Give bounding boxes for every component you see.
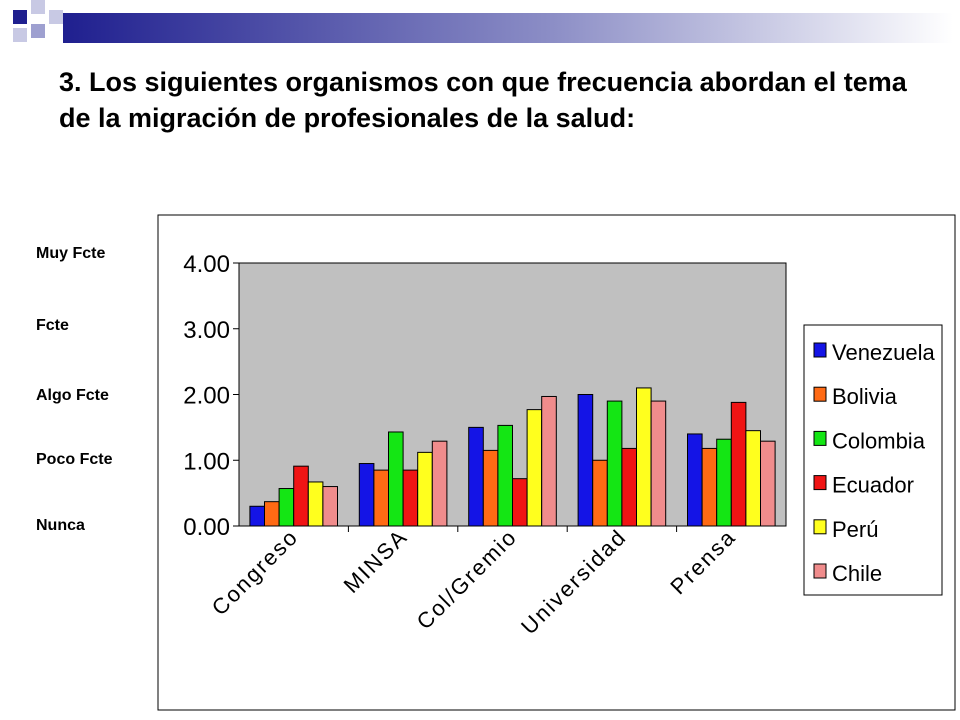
y-tick-label: 3.00 <box>183 317 230 344</box>
header-gradient-bar <box>63 13 953 43</box>
bar-per-colgremio <box>526 409 543 527</box>
bar-bolivia-colgremio <box>482 449 499 527</box>
legend-label: Ecuador <box>832 473 914 498</box>
scale-label-fcte: Fcte <box>36 317 69 334</box>
legend-box <box>803 324 943 596</box>
bar-per-congreso <box>307 481 324 527</box>
bar-venezuela-colgremio <box>468 426 484 527</box>
bar-venezuela-minsa <box>358 463 375 527</box>
bar-ecuador-universidad <box>621 447 638 527</box>
bar-colombia-universidad <box>606 400 623 527</box>
bar-venezuela-congreso <box>249 505 265 527</box>
y-tick-label: 4.00 <box>183 251 230 278</box>
y-tick-label: 1.00 <box>183 448 230 475</box>
legend-swatch <box>813 563 827 579</box>
scale-label-poco-fcte: Poco Fcte <box>36 451 113 468</box>
scale-label-nunca: Nunca <box>36 517 85 534</box>
bar-colombia-minsa <box>388 431 404 527</box>
header-square-light <box>31 0 45 14</box>
y-tick-label: 2.00 <box>183 383 230 410</box>
bar-bolivia-congreso <box>264 501 280 527</box>
bar-colombia-congreso <box>278 488 295 527</box>
bar-per-prensa <box>745 430 762 527</box>
bar-chile-congreso <box>322 486 338 527</box>
legend-label: Perú <box>832 517 878 542</box>
scale-label-algo-fcte: Algo Fcte <box>36 387 109 404</box>
bar-ecuador-prensa <box>730 401 747 527</box>
bar-bolivia-minsa <box>373 469 389 527</box>
bar-chile-prensa <box>760 440 776 527</box>
header-square-mid <box>31 24 45 38</box>
bar-venezuela-universidad <box>577 394 594 527</box>
bar-per-minsa <box>417 451 433 527</box>
legend-swatch <box>813 475 827 491</box>
bar-bolivia-universidad <box>592 459 608 527</box>
bar-chile-minsa <box>431 440 448 527</box>
y-tick-label: 0.00 <box>183 514 230 541</box>
bar-bolivia-prensa <box>701 447 718 527</box>
legend-label: Venezuela <box>832 340 936 365</box>
header-square-light <box>13 28 27 42</box>
legend-label: Chile <box>832 561 882 586</box>
bar-colombia-colgremio <box>497 424 513 527</box>
bar-chile-colgremio <box>541 395 557 527</box>
legend-swatch <box>813 386 827 402</box>
slide-title: 3. Los siguientes organismos con que fre… <box>59 67 907 133</box>
bar-ecuador-colgremio <box>512 478 528 527</box>
bar-ecuador-congreso <box>293 465 309 527</box>
header-square-light <box>49 10 63 24</box>
legend-swatch <box>813 342 827 358</box>
bar-ecuador-minsa <box>402 469 419 527</box>
legend-label: Colombia <box>832 428 926 453</box>
header-square-dark <box>13 10 27 24</box>
bar-venezuela-prensa <box>687 433 703 527</box>
bar-colombia-prensa <box>716 438 732 527</box>
bar-per-universidad <box>636 387 652 527</box>
legend-swatch <box>813 519 827 535</box>
legend-swatch <box>813 430 827 446</box>
scale-label-muy-fcte: Muy Fcte <box>36 245 106 262</box>
legend-label: Bolivia <box>832 384 898 409</box>
slide-header-decoration <box>13 0 953 43</box>
bar-chile-universidad <box>650 400 667 527</box>
